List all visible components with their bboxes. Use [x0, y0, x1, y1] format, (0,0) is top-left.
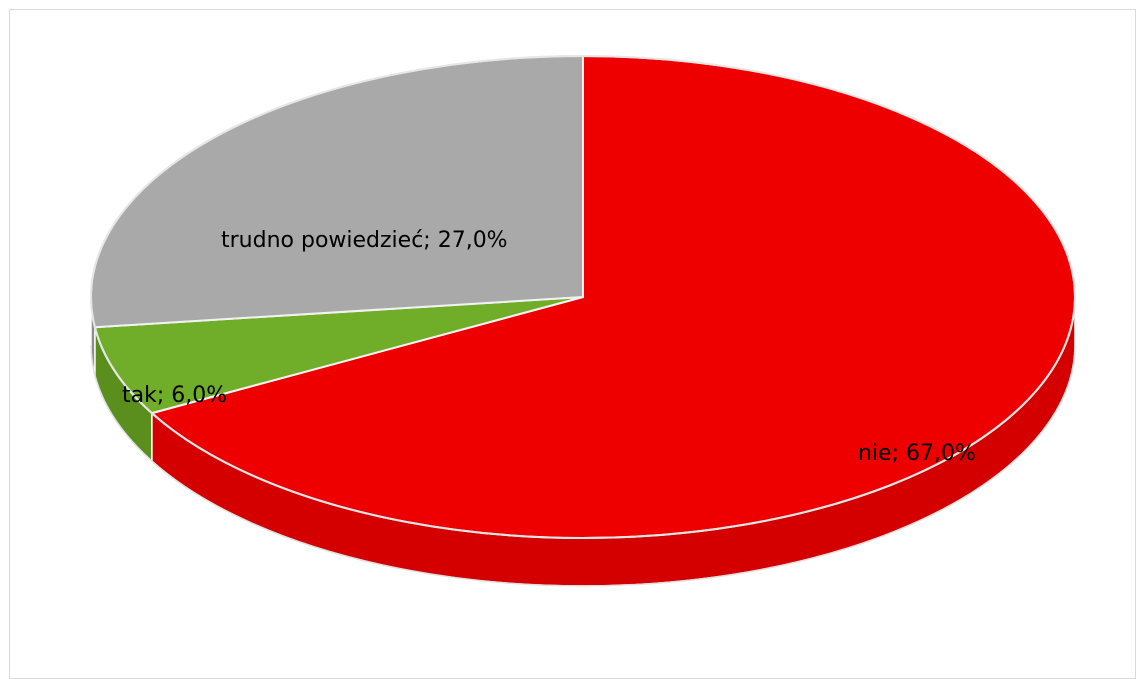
pie-bottom-edge [90, 344, 1076, 587]
data-labels: nie; 67,0% tak; 6,0% trudno powiedzieć; 27… [122, 228, 976, 466]
data-label-trudno-powiedziec: trudno powiedzieć; 27,0% [221, 228, 508, 253]
pie-slices [90, 55, 1076, 539]
pie-rim [90, 55, 1076, 539]
data-label-nie: nie; 67,0% [858, 441, 976, 466]
data-label-tak: tak; 6,0% [122, 383, 227, 408]
pie-slice-trudno-powiedziec [90, 55, 584, 329]
